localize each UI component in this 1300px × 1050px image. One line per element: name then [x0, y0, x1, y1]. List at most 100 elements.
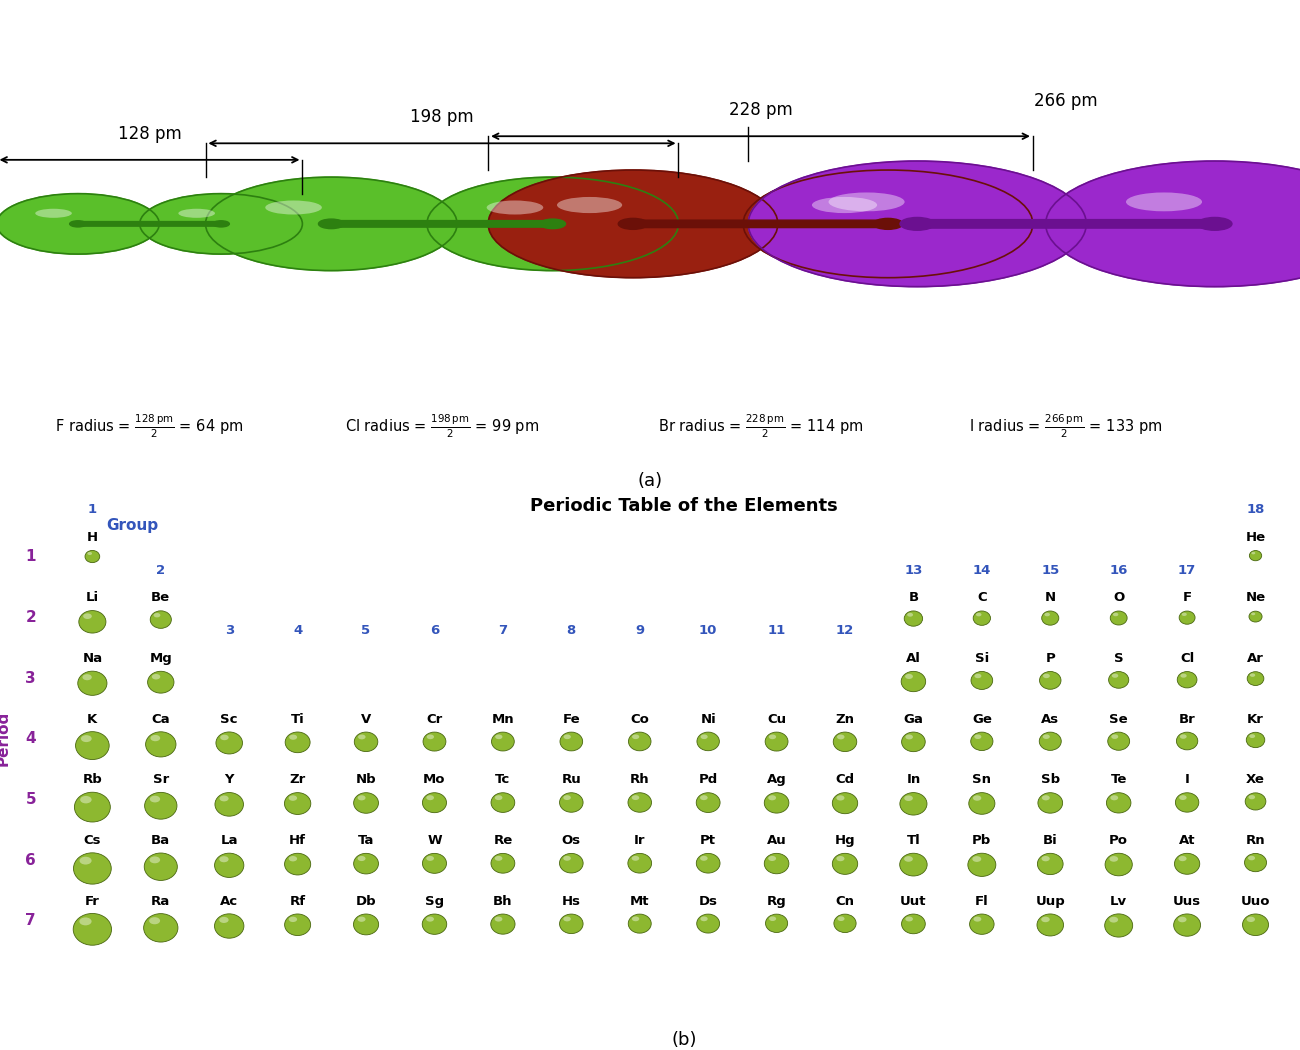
Ellipse shape: [768, 856, 776, 861]
Text: Period: Period: [0, 711, 10, 765]
Text: (a): (a): [637, 471, 663, 489]
Ellipse shape: [975, 674, 982, 678]
Ellipse shape: [265, 201, 322, 214]
Text: At: At: [1179, 834, 1196, 847]
Text: Cu: Cu: [767, 713, 786, 726]
Text: Rg: Rg: [767, 895, 786, 907]
Ellipse shape: [1040, 672, 1061, 689]
Text: Re: Re: [493, 834, 512, 847]
Ellipse shape: [974, 611, 991, 626]
Ellipse shape: [285, 854, 311, 875]
Text: Pd: Pd: [698, 774, 718, 786]
Text: Ra: Ra: [151, 895, 170, 907]
Ellipse shape: [768, 734, 776, 739]
Ellipse shape: [559, 854, 584, 873]
Text: Co: Co: [630, 713, 649, 726]
Ellipse shape: [903, 856, 913, 862]
Ellipse shape: [1109, 917, 1118, 923]
Circle shape: [874, 218, 902, 229]
Ellipse shape: [1243, 914, 1269, 936]
Ellipse shape: [697, 732, 719, 751]
Ellipse shape: [81, 735, 92, 742]
Ellipse shape: [902, 732, 926, 752]
Ellipse shape: [1037, 793, 1062, 813]
Ellipse shape: [1109, 672, 1128, 688]
Text: 18: 18: [1247, 503, 1265, 516]
Circle shape: [0, 193, 160, 254]
Text: 14: 14: [972, 564, 991, 576]
Ellipse shape: [1245, 793, 1266, 810]
Ellipse shape: [1244, 854, 1266, 872]
Text: 10: 10: [699, 624, 718, 637]
Ellipse shape: [75, 732, 109, 759]
Ellipse shape: [426, 917, 434, 922]
Ellipse shape: [354, 854, 378, 874]
Text: Sg: Sg: [425, 895, 445, 907]
Text: Ac: Ac: [220, 895, 238, 907]
Ellipse shape: [564, 734, 571, 739]
Text: Tl: Tl: [906, 834, 920, 847]
Text: Mn: Mn: [491, 713, 515, 726]
Text: Au: Au: [767, 834, 786, 847]
Ellipse shape: [628, 854, 651, 873]
Text: Uut: Uut: [900, 895, 927, 907]
Ellipse shape: [563, 917, 571, 922]
Text: Sn: Sn: [972, 774, 992, 786]
Ellipse shape: [285, 793, 311, 815]
Text: Lv: Lv: [1110, 895, 1127, 907]
Text: 5: 5: [361, 624, 370, 637]
Ellipse shape: [556, 197, 623, 213]
Ellipse shape: [426, 856, 434, 861]
Text: Ni: Ni: [701, 713, 716, 726]
Ellipse shape: [697, 793, 720, 813]
Text: H: H: [87, 530, 98, 544]
Ellipse shape: [1249, 734, 1256, 738]
Text: 6: 6: [430, 624, 439, 637]
Text: Fr: Fr: [84, 895, 100, 907]
Ellipse shape: [907, 613, 913, 616]
Ellipse shape: [905, 611, 923, 626]
Text: 5: 5: [26, 792, 36, 806]
Text: Ga: Ga: [903, 713, 923, 726]
Text: Tc: Tc: [495, 774, 511, 786]
Ellipse shape: [1041, 917, 1049, 922]
Text: F radius = $\frac{128\,\mathrm{pm}}{2}$ = 64 pm: F radius = $\frac{128\,\mathrm{pm}}{2}$ …: [56, 413, 243, 440]
Ellipse shape: [563, 856, 571, 861]
Ellipse shape: [150, 796, 160, 802]
Text: Cn: Cn: [836, 895, 854, 907]
Ellipse shape: [151, 611, 172, 628]
Ellipse shape: [697, 915, 720, 933]
Ellipse shape: [1179, 795, 1187, 800]
Text: Be: Be: [151, 591, 170, 605]
Text: Ba: Ba: [151, 834, 170, 847]
Ellipse shape: [358, 795, 365, 800]
Ellipse shape: [148, 671, 174, 693]
Ellipse shape: [632, 734, 640, 739]
Text: Sr: Sr: [152, 774, 169, 786]
Ellipse shape: [1105, 914, 1132, 937]
Ellipse shape: [150, 857, 160, 863]
Ellipse shape: [87, 552, 92, 555]
Ellipse shape: [1041, 795, 1050, 800]
Ellipse shape: [358, 917, 365, 922]
Ellipse shape: [150, 918, 160, 924]
Ellipse shape: [491, 732, 515, 751]
Text: Rh: Rh: [630, 774, 650, 786]
Ellipse shape: [833, 915, 857, 932]
Text: Pb: Pb: [972, 834, 992, 847]
Ellipse shape: [1126, 192, 1202, 211]
Ellipse shape: [1247, 732, 1265, 748]
Ellipse shape: [768, 795, 776, 800]
Text: 228 pm: 228 pm: [728, 102, 793, 120]
Text: Mt: Mt: [630, 895, 650, 907]
Ellipse shape: [905, 674, 913, 679]
Text: Xe: Xe: [1247, 774, 1265, 786]
Text: Rb: Rb: [82, 774, 103, 786]
Text: 6: 6: [26, 853, 36, 867]
Ellipse shape: [833, 732, 857, 752]
Circle shape: [749, 161, 1087, 287]
Text: Uup: Uup: [1035, 895, 1065, 907]
Text: Uuo: Uuo: [1240, 895, 1270, 907]
Ellipse shape: [82, 674, 92, 680]
Text: Ds: Ds: [698, 895, 718, 907]
